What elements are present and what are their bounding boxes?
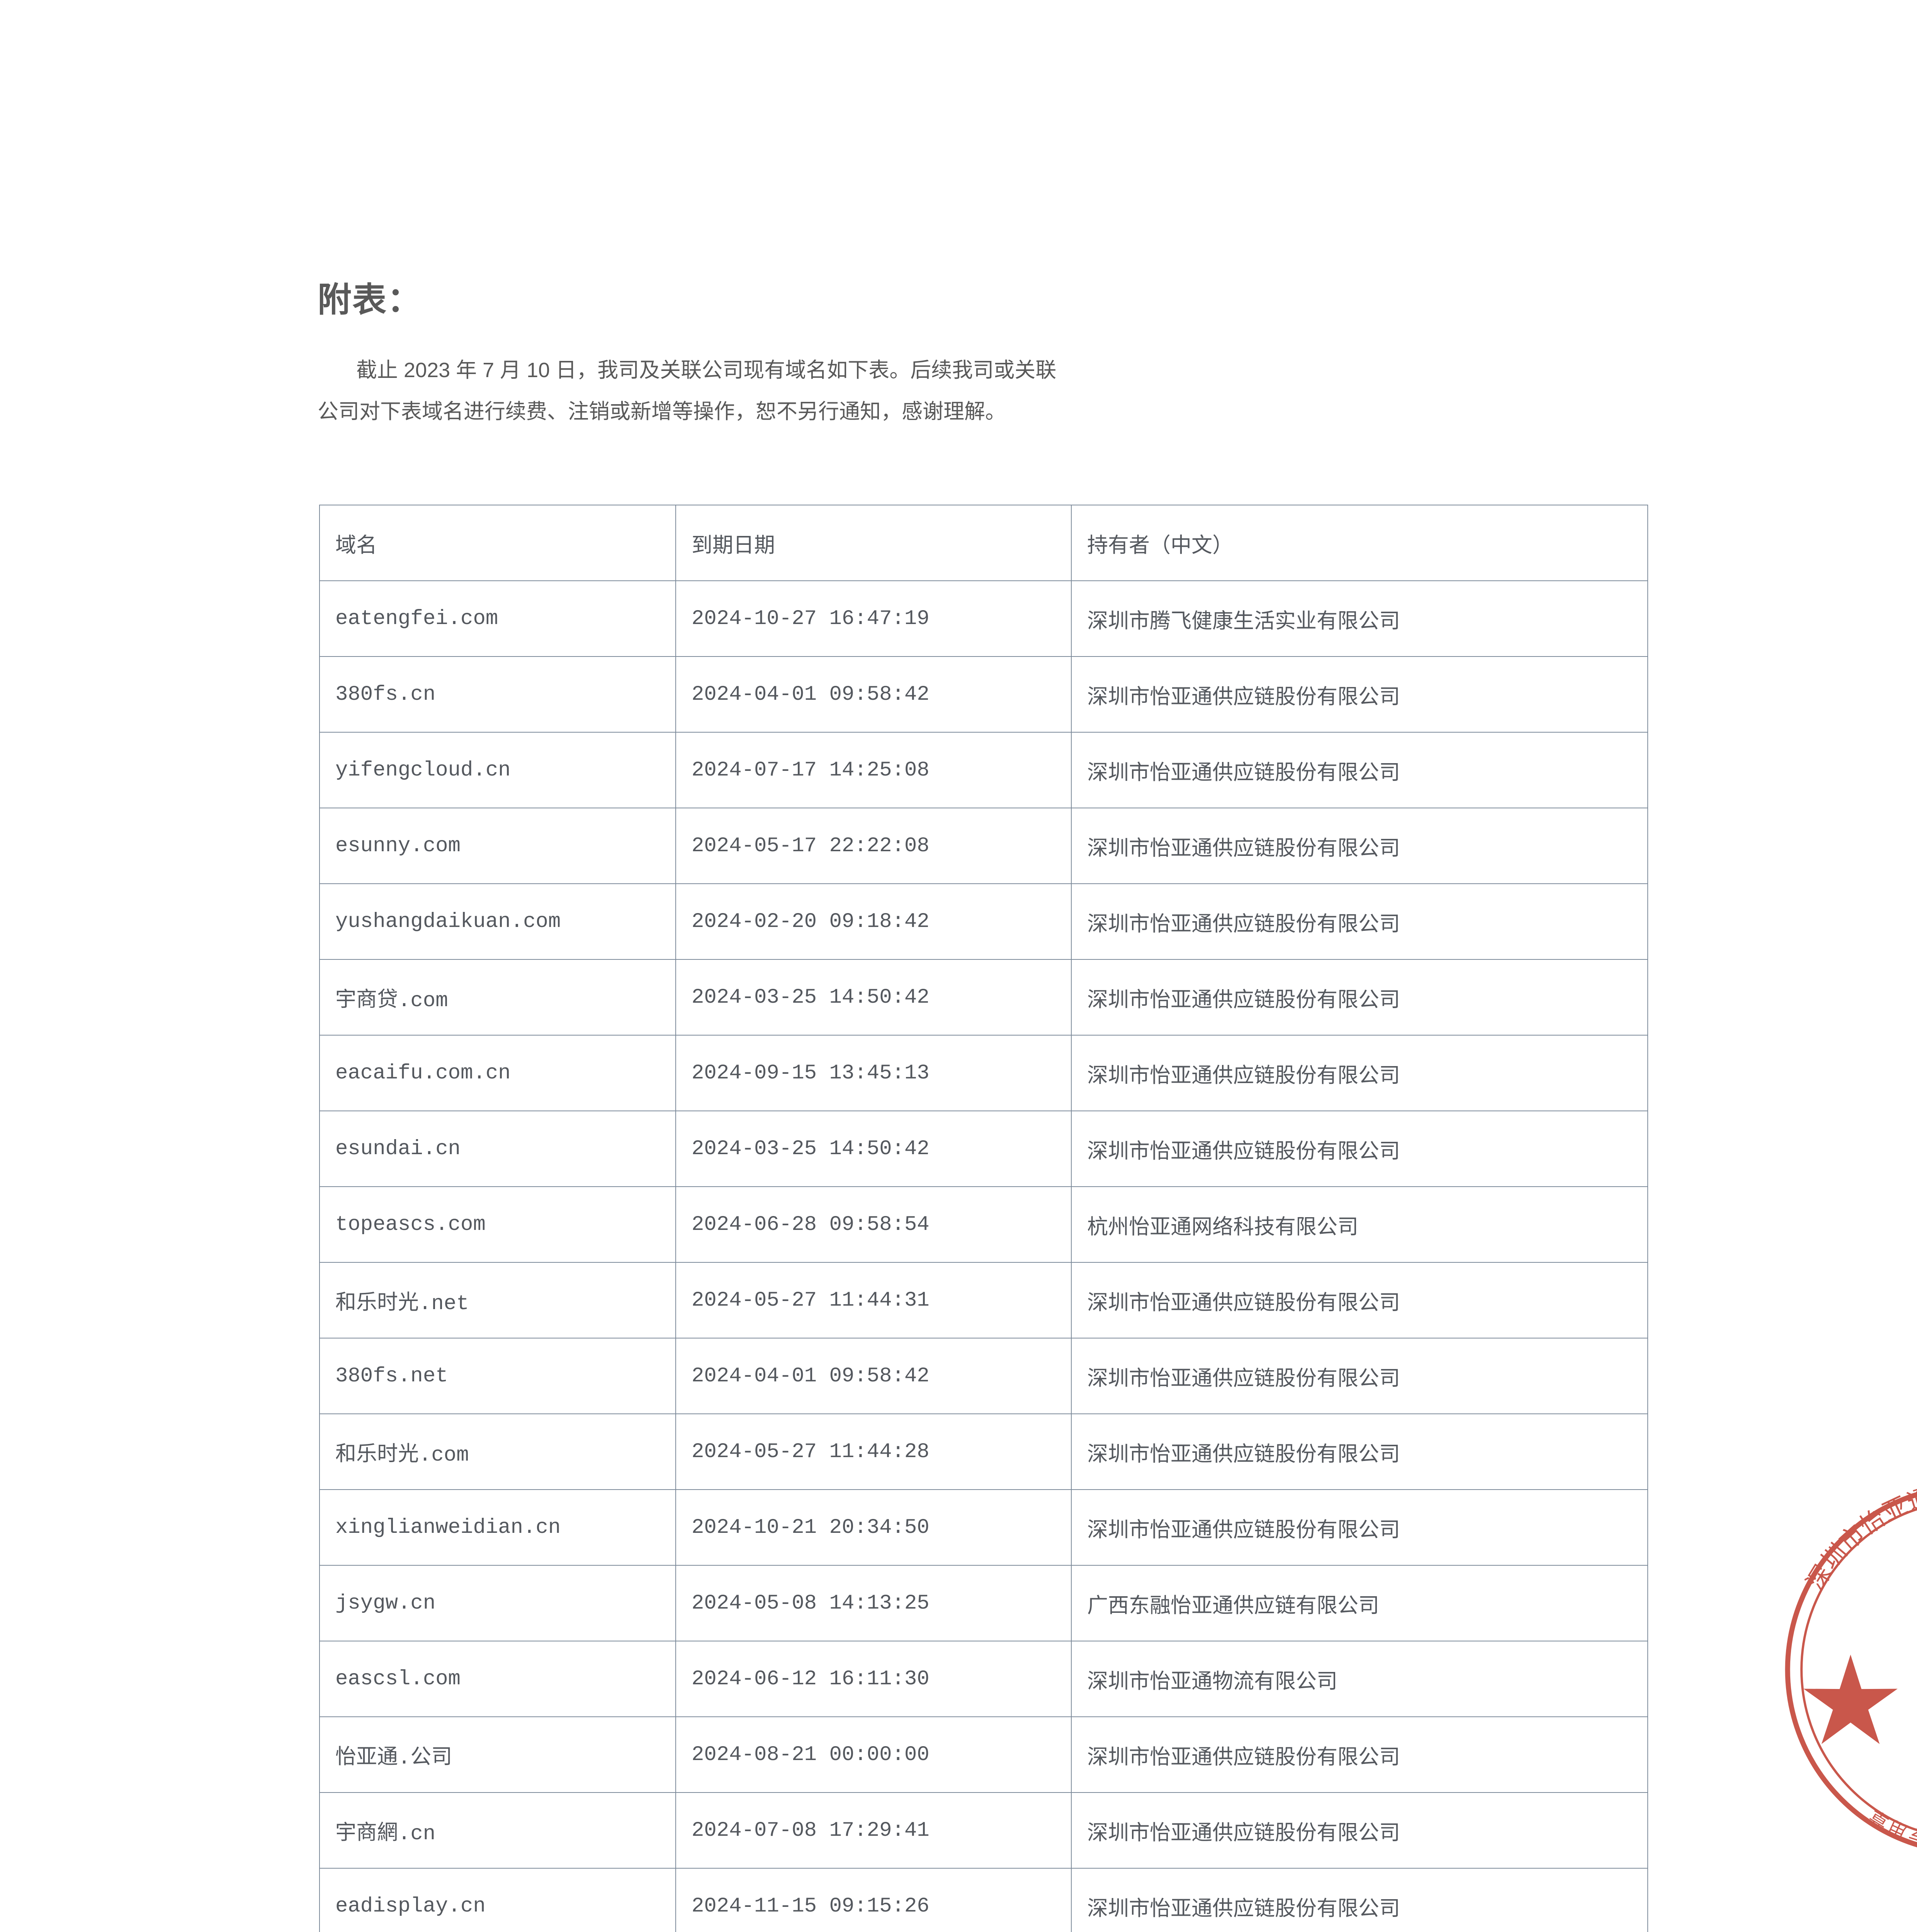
- svg-text:深圳市怡亚通供应链股份有限公司: 深圳市怡亚通供应链股份有限公司: [1801, 1479, 1917, 1595]
- svg-text:1998-2024业务专用章: 1998-2024业务专用章: [1864, 1804, 1917, 1855]
